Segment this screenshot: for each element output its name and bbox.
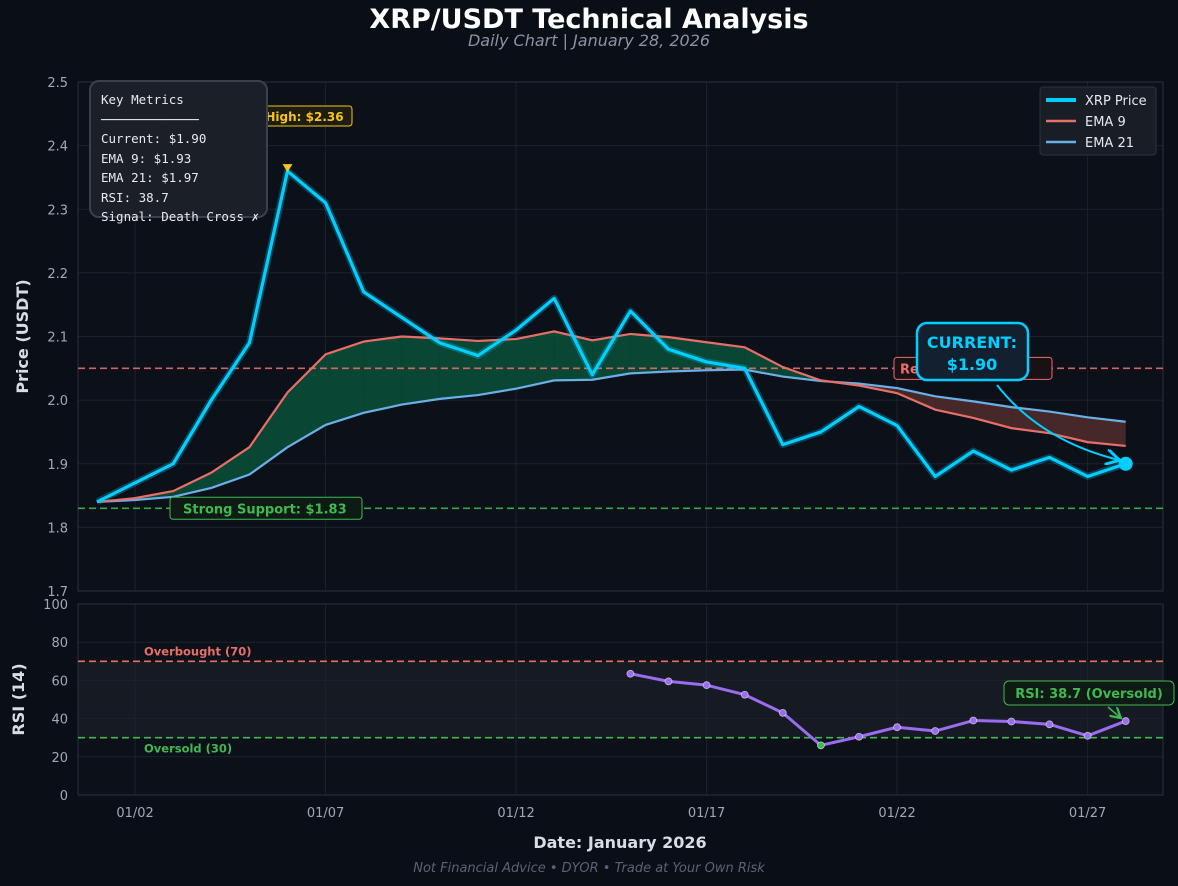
rsi-point: [893, 723, 901, 732]
ema-bull-fill: [630, 333, 669, 374]
rsi-point: [1045, 720, 1054, 729]
legend-box: [1039, 86, 1157, 156]
metrics-rsi: RSI: 38.7: [101, 189, 169, 205]
support-label-box: [169, 496, 363, 520]
current-callout-label: CURRENT:: [927, 333, 1017, 352]
rsi-point: [969, 716, 978, 725]
x-tick-label: 01/02: [116, 806, 153, 821]
ema-bull-fill: [401, 336, 440, 405]
price-y-tick-label: 1.9: [47, 458, 68, 473]
metrics-divider: ─────────────: [101, 111, 199, 127]
current-callout-box: [915, 321, 1030, 382]
rsi-annotation-text: RSI: 38.7 (Oversold): [1015, 687, 1163, 702]
rsi-point: [740, 690, 749, 699]
rsi-point: [626, 669, 635, 678]
current-arrow: [996, 384, 1118, 460]
ema-bull-fill: [744, 347, 783, 377]
ema-bear-fill: [1087, 417, 1126, 446]
chart-title: XRP/USDT Technical Analysis: [369, 4, 809, 35]
price-y-tick-label: 2.4: [47, 140, 68, 155]
rsi-point: [1121, 717, 1130, 725]
metrics-signal: Signal: Death Cross ✗: [101, 209, 260, 224]
rsi-neutral-band: [78, 661, 1163, 738]
rsi-point: [664, 677, 673, 686]
price-axes-frame: [77, 81, 1164, 592]
rsi-point: [702, 681, 711, 690]
legend: XRP Price EMA 9 EMA 21: [1039, 86, 1157, 156]
ema-bear-fill: [973, 401, 1012, 429]
rsi-y-tick-label: 80: [51, 636, 68, 651]
rsi-point: [778, 708, 787, 717]
price-y-tick-label: 2.0: [47, 394, 68, 409]
ema-bull-fill: [249, 392, 288, 475]
price-y-tick-label: 2.2: [47, 267, 68, 282]
ema-bear-fill: [897, 388, 936, 410]
legend-label: EMA 21: [1085, 136, 1134, 151]
x-tick-label: 01/17: [688, 806, 725, 821]
rsi-line: [630, 672, 1127, 747]
x-tick-label: 01/12: [497, 806, 534, 821]
x-axis-label: Date: January 2026: [533, 833, 706, 852]
price-y-tick-label: 1.8: [47, 521, 68, 536]
footer-disclaimer: Not Financial Advice • DYOR • Trade at Y…: [413, 861, 765, 876]
oversold-label: Oversold (30): [144, 742, 232, 756]
rsi-annotation-box: [1003, 680, 1175, 706]
rsi-point: [931, 727, 940, 735]
support-label-text: Strong Support: $1.83: [183, 502, 347, 517]
metrics-current: Current: $1.90: [101, 131, 207, 146]
local-high-marker: [282, 164, 293, 173]
price-y-tick-label: 2.5: [47, 76, 68, 91]
price-y-tick-label: 2.1: [47, 331, 68, 346]
x-tick-label: 01/27: [1069, 806, 1106, 821]
chart-subtitle: Daily Chart | January 28, 2026: [467, 31, 711, 50]
price-y-tick-label: 1.7: [47, 585, 68, 600]
ema-bull-fill: [478, 339, 517, 396]
overbought-label: Overbought (70): [144, 644, 252, 658]
ema9-line: [96, 330, 1126, 504]
price-line: [96, 169, 1127, 504]
rsi-y-axis-label: RSI (14): [9, 663, 28, 735]
rsi-y-tick-label: 60: [51, 674, 68, 689]
ema-bull-fill: [325, 341, 364, 425]
legend-label: EMA 9: [1085, 115, 1126, 130]
rsi-point: [817, 741, 825, 750]
price-y-axis-label: Price (USDT): [13, 279, 32, 393]
current-callout-value: $1.90: [947, 355, 998, 374]
support-label: Strong Support: $1.83: [169, 496, 363, 520]
metrics-ema9: EMA 9: $1.93: [101, 150, 192, 166]
metrics-ema21: EMA 21: $1.97: [101, 170, 199, 185]
current-price-dot: [1118, 456, 1133, 471]
rsi-panel: 01/02 01/07 01/12 01/17 01/22 01/27 0 20 40 60 80 1…: [9, 598, 1175, 852]
current-callout: CURRENT: $1.90: [915, 321, 1030, 382]
ema-bull-fill: [173, 472, 212, 497]
metrics-heading: Key Metrics: [101, 92, 184, 107]
rsi-y-tick-label: 100: [43, 598, 68, 613]
key-metrics-box: Key Metrics ───────────── Current: $1.90…: [89, 80, 268, 224]
rsi-y-tick-label: 40: [51, 713, 68, 728]
x-tick-label: 01/22: [878, 806, 915, 821]
ema-bull-fill: [287, 354, 326, 448]
ema-bear-fill: [935, 396, 974, 418]
ema-bull-fill: [516, 331, 555, 389]
ema-bull-fill: [363, 336, 402, 413]
rsi-annotation: RSI: 38.7 (Oversold): [1003, 680, 1175, 706]
rsi-point: [1083, 731, 1092, 740]
rsi-annotation-arrow: [1107, 706, 1120, 717]
rsi-y-tick-label: 0: [60, 789, 68, 804]
ema21-line: [96, 368, 1126, 504]
legend-label: XRP Price: [1085, 94, 1147, 109]
price-y-tick-label: 2.3: [47, 203, 68, 218]
x-tick-label: 01/07: [307, 806, 344, 821]
rsi-y-tick-label: 20: [51, 751, 68, 766]
rsi-point: [1007, 717, 1016, 726]
rsi-point: [855, 732, 863, 741]
